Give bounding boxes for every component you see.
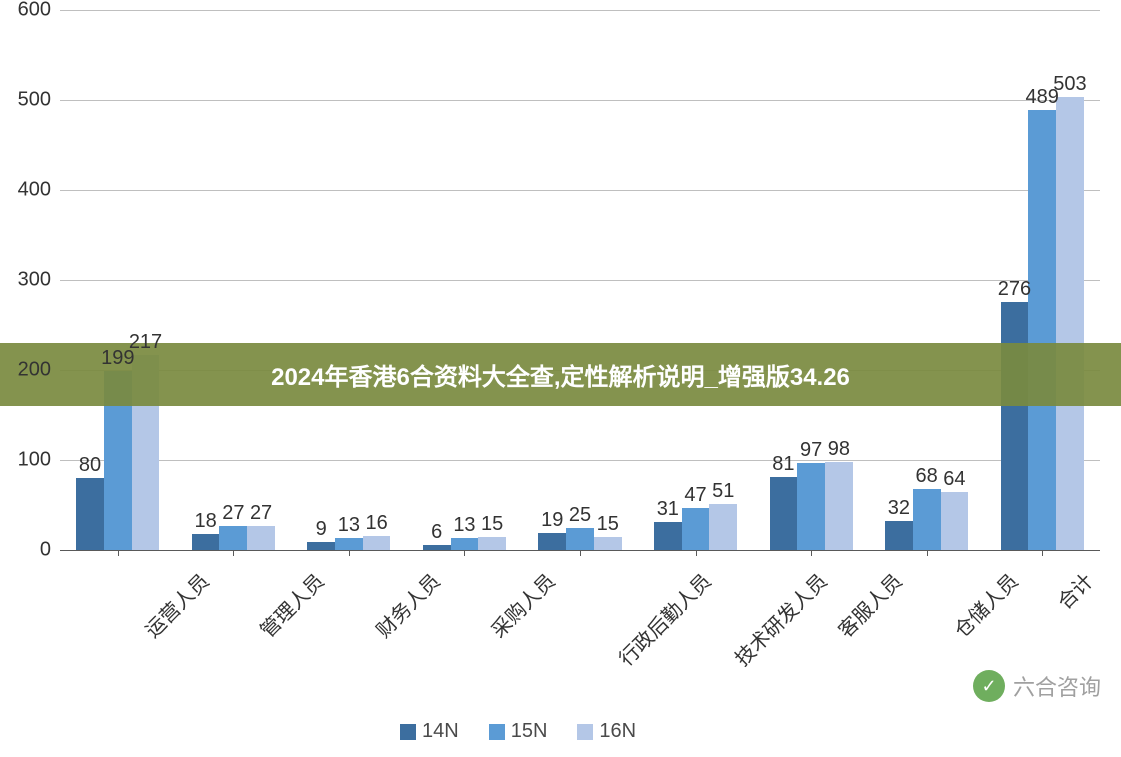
legend-item: 15N [489, 720, 548, 743]
bar-value-label: 27 [222, 502, 244, 525]
bar [363, 536, 391, 550]
bar [335, 538, 363, 550]
bar [770, 477, 798, 550]
watermark: ✓ 六合咨询 [973, 670, 1101, 702]
legend-swatch [489, 724, 505, 740]
bar [478, 537, 506, 551]
bar-value-label: 25 [569, 504, 591, 527]
legend-item: 14N [400, 720, 459, 743]
bar-value-label: 15 [481, 513, 503, 536]
y-tick-label: 300 [1, 269, 51, 292]
y-tick-label: 400 [1, 179, 51, 202]
bar [1001, 302, 1029, 550]
y-tick-label: 500 [1, 89, 51, 112]
bar-value-label: 276 [998, 278, 1031, 301]
bar [709, 504, 737, 550]
bar-value-label: 503 [1053, 73, 1086, 96]
bar-value-label: 15 [597, 513, 619, 536]
bar-value-label: 32 [888, 497, 910, 520]
gridline [60, 460, 1100, 461]
gridline [60, 100, 1100, 101]
wechat-glyph: ✓ [981, 676, 996, 697]
y-tick-label: 200 [1, 359, 51, 382]
bar [654, 522, 682, 550]
bar [885, 521, 913, 550]
bar [247, 526, 275, 550]
bar [451, 538, 479, 550]
bar [913, 489, 941, 550]
watermark-text: 六合咨询 [1013, 670, 1101, 702]
bar-value-label: 13 [338, 514, 360, 537]
bar-value-label: 68 [916, 465, 938, 488]
bar [307, 542, 335, 550]
bar-value-label: 217 [129, 331, 162, 354]
x-tick [349, 550, 350, 556]
legend: 14N 15N 16N [400, 720, 636, 743]
bar [219, 526, 247, 550]
bar-value-label: 16 [365, 512, 387, 535]
bar-value-label: 47 [684, 484, 706, 507]
bar-value-label: 80 [79, 454, 101, 477]
bar-value-label: 51 [712, 480, 734, 503]
x-tick [118, 550, 119, 556]
legend-label: 15N [511, 720, 548, 743]
x-tick [233, 550, 234, 556]
bar [566, 528, 594, 551]
x-tick [927, 550, 928, 556]
bar-value-label: 13 [453, 514, 475, 537]
x-tick [1042, 550, 1043, 556]
bar-value-label: 18 [194, 510, 216, 533]
gridline [60, 10, 1100, 11]
bar-value-label: 27 [250, 502, 272, 525]
y-tick-label: 600 [1, 0, 51, 22]
bar [1056, 97, 1084, 550]
bar-value-label: 98 [828, 438, 850, 461]
x-tick [580, 550, 581, 556]
x-tick [696, 550, 697, 556]
bar-value-label: 6 [431, 521, 442, 544]
bar [682, 508, 710, 550]
bar [1028, 110, 1056, 550]
bar [941, 492, 969, 550]
bar-value-label: 81 [772, 453, 794, 476]
bar [594, 537, 622, 551]
y-tick-label: 100 [1, 449, 51, 472]
overlay-banner: 2024年香港6合资料大全查,定性解析说明_增强版34.26 [0, 343, 1121, 406]
bar-value-label: 97 [800, 439, 822, 462]
legend-label: 16N [599, 720, 636, 743]
bar [76, 478, 104, 550]
y-tick-label: 0 [1, 539, 51, 562]
legend-item: 16N [577, 720, 636, 743]
legend-label: 14N [422, 720, 459, 743]
wechat-icon: ✓ [973, 670, 1005, 702]
x-tick [811, 550, 812, 556]
bar [192, 534, 220, 550]
bar-value-label: 64 [943, 468, 965, 491]
bar-value-label: 9 [316, 518, 327, 541]
bar-value-label: 31 [657, 498, 679, 521]
bar [825, 462, 853, 550]
legend-swatch [577, 724, 593, 740]
bar-value-label: 19 [541, 509, 563, 532]
legend-swatch [400, 724, 416, 740]
bar [538, 533, 566, 550]
overlay-text: 2024年香港6合资料大全查,定性解析说明_增强版34.26 [271, 357, 850, 392]
x-tick [464, 550, 465, 556]
bar [797, 463, 825, 550]
chart-container: 2024年香港6合资料大全查,定性解析说明_增强版34.26 14N 15N 16N… [0, 0, 1121, 757]
gridline [60, 280, 1100, 281]
gridline [60, 190, 1100, 191]
